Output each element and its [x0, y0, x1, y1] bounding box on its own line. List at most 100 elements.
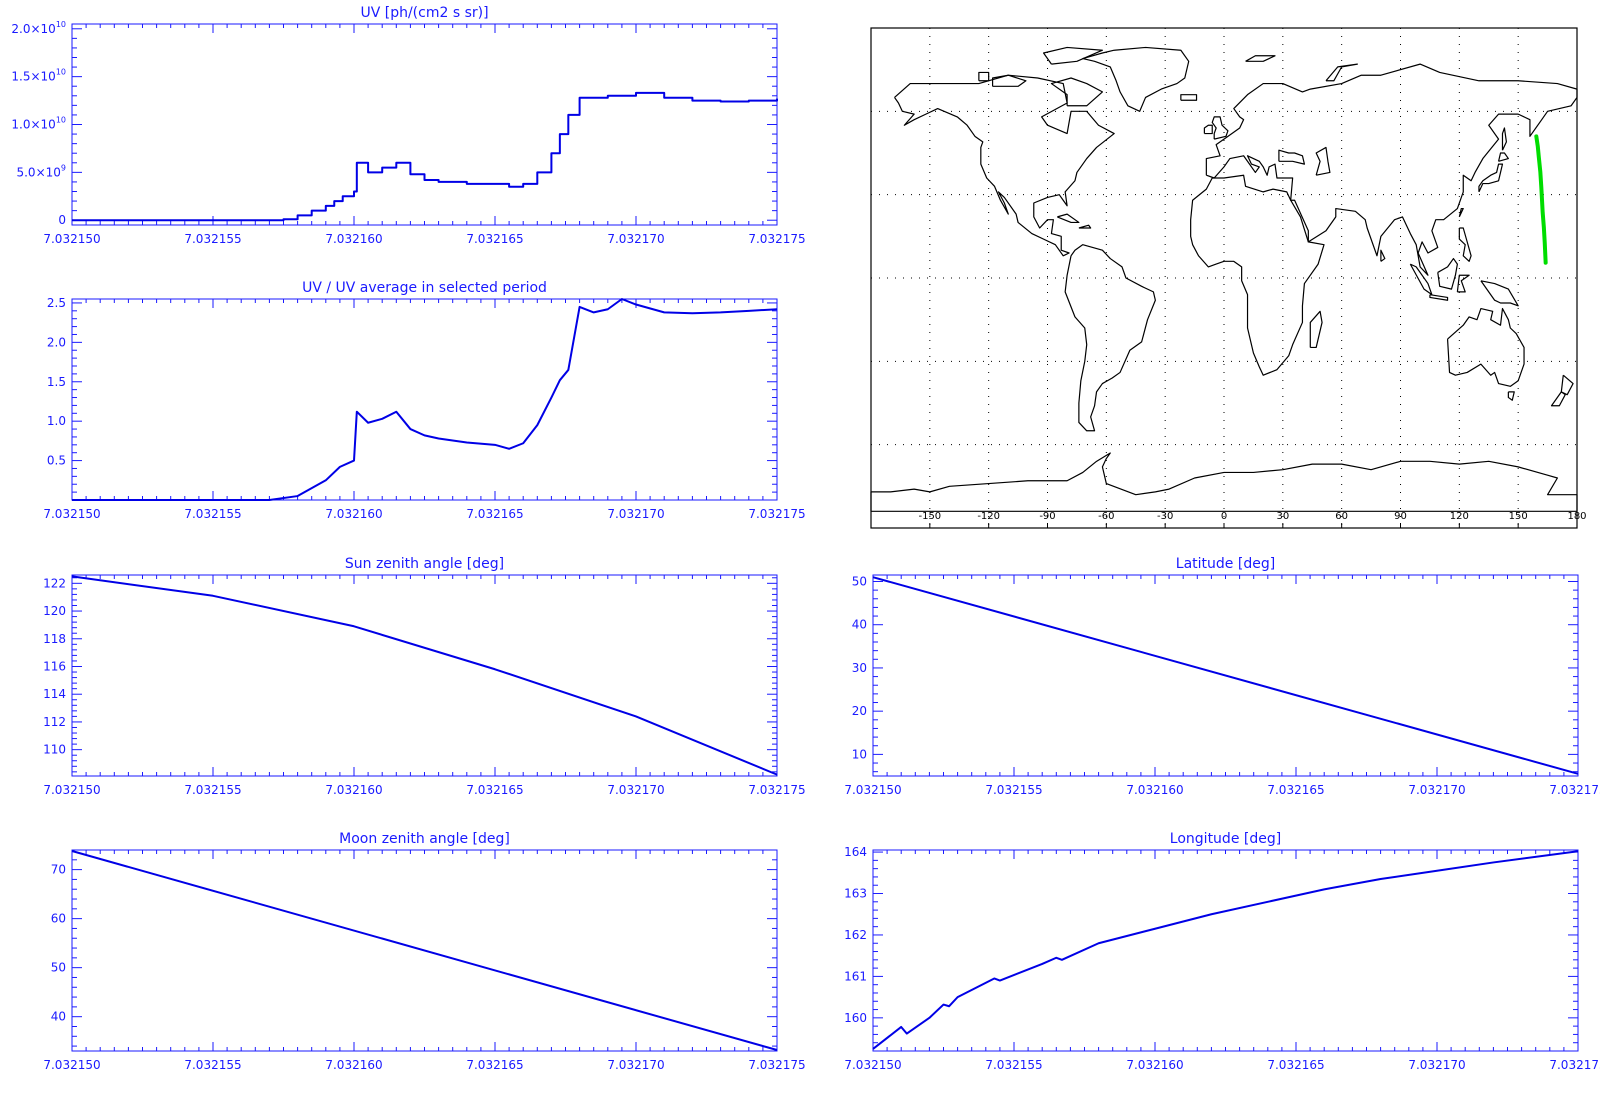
- y-tick-label: 0.5: [47, 454, 66, 468]
- coastline-victoria-island: [991, 74, 1027, 87]
- x-tick-label: 7.032165: [466, 783, 523, 797]
- chart-title: Latitude [deg]: [1176, 556, 1275, 572]
- y-tick-exponent: 10: [56, 20, 66, 29]
- y-tick-label: 70: [51, 863, 66, 877]
- coastline-iceland: [1180, 94, 1198, 101]
- coastline-sumatra: [1409, 263, 1433, 296]
- coastline-antarctica: [870, 452, 1578, 512]
- y-tick-label: 2.0×1010: [11, 20, 66, 36]
- coastline-new-zealand: [1560, 374, 1574, 396]
- x-tick-label: 7.032155: [184, 1058, 241, 1072]
- x-tick-label: 7.032175: [748, 783, 805, 797]
- y-tick-mantissa: 5.0×10: [16, 165, 60, 179]
- coastline-madagascar: [1309, 310, 1323, 349]
- coastline-new-zealand-south: [1550, 391, 1566, 407]
- coastline-eurasia: [1205, 63, 1578, 276]
- coastline-africa: [1190, 174, 1325, 376]
- coastline-greenland: [1082, 46, 1190, 112]
- y-tick-label: 118: [43, 632, 66, 646]
- coastline-hokkaido: [1497, 152, 1509, 162]
- y-tick-label: 164: [844, 845, 867, 859]
- y-tick-label: 1.5×1010: [11, 68, 66, 84]
- x-tick-label: 7.032170: [1408, 1058, 1465, 1072]
- y-tick-label: 0: [58, 213, 66, 227]
- x-tick-label: 7.032170: [1408, 783, 1465, 797]
- coastline-taiwan: [1458, 207, 1464, 218]
- y-tick-label: 122: [43, 576, 66, 590]
- x-tick-label: 7.032150: [43, 1058, 100, 1072]
- x-tick-label: 7.032165: [466, 507, 523, 521]
- y-tick-label: 2.0: [47, 335, 66, 349]
- map-lon-label: 150: [1509, 511, 1528, 522]
- x-tick-label: 7.032160: [325, 232, 382, 246]
- map-lon-label: 30: [1276, 511, 1289, 522]
- x-tick-label: 7.032165: [466, 1058, 523, 1072]
- x-tick-label: 7.032160: [1126, 1058, 1183, 1072]
- coastline-north-america: [894, 74, 1115, 257]
- series-line-uv: [72, 91, 778, 222]
- x-tick-label: 7.032155: [184, 507, 241, 521]
- coastline-caspian: [1315, 146, 1331, 176]
- chart-panel-uv: UV [ph/(cm2 s sr)] 7.032150 7.032155 7.0321…: [11, 5, 805, 246]
- coastline-borneo: [1437, 257, 1458, 290]
- series-line-uvratio: [72, 298, 778, 501]
- coastline-svalbard: [1245, 55, 1276, 62]
- chart-title: Moon zenith angle [deg]: [339, 831, 510, 847]
- y-tick-label: 2.5: [47, 296, 66, 310]
- coastline-banks-island: [978, 71, 990, 82]
- x-tick-label: 7.032160: [325, 507, 382, 521]
- coastline-tasmania: [1507, 391, 1515, 401]
- x-tick-label: 7.032170: [607, 507, 664, 521]
- x-tick-label: 7.032160: [325, 783, 382, 797]
- map-lon-label: -90: [1039, 511, 1055, 522]
- y-tick-mantissa: 0: [58, 213, 66, 227]
- coastline-new-guinea: [1480, 280, 1519, 307]
- map-lon-label: -30: [1157, 511, 1173, 522]
- coastline-ireland: [1203, 124, 1213, 135]
- y-tick-label: 40: [51, 1010, 66, 1024]
- coastline-sri-lanka: [1380, 249, 1386, 262]
- chart-title: Sun zenith angle [deg]: [345, 556, 504, 572]
- map-lon-label: 60: [1335, 511, 1348, 522]
- plot-frame: [872, 849, 1579, 1052]
- x-tick-label: 7.032165: [466, 232, 523, 246]
- y-tick-label: 162: [844, 928, 867, 942]
- y-tick-label: 20: [852, 704, 867, 718]
- x-tick-label: 7.032160: [1126, 783, 1183, 797]
- coastline-philippines: [1458, 227, 1472, 262]
- y-tick-mantissa: 2.0×10: [11, 22, 55, 36]
- y-tick-label: 112: [43, 715, 66, 729]
- chart-panel-lon: Longitude [deg] 7.032150 7.032155 7.032160 7…: [844, 831, 1600, 1072]
- x-tick-label: 7.032155: [184, 232, 241, 246]
- chart-title: UV [ph/(cm2 s sr)]: [360, 5, 488, 21]
- coastline-black-sea: [1278, 149, 1306, 165]
- plot-frame: [71, 574, 778, 777]
- series-line-lat: [872, 576, 1579, 775]
- x-tick-label: 7.032150: [43, 783, 100, 797]
- y-tick-mantissa: 1.5×10: [11, 70, 55, 84]
- y-tick-label: 120: [43, 604, 66, 618]
- x-tick-label: 7.032175: [748, 232, 805, 246]
- y-tick-label: 60: [51, 912, 66, 926]
- x-tick-label: 7.032175: [1549, 1058, 1600, 1072]
- x-tick-label: 7.032165: [1267, 1058, 1324, 1072]
- map-lon-label: 0: [1221, 511, 1227, 522]
- y-tick-label: 161: [844, 969, 867, 983]
- y-tick-label: 116: [43, 659, 66, 673]
- y-tick-label: 160: [844, 1011, 867, 1025]
- x-tick-label: 7.032155: [985, 1058, 1042, 1072]
- coastline-hispaniola: [1078, 224, 1092, 229]
- chart-panel-lat: Latitude [deg] 7.032150 7.032155 7.032160 7.…: [844, 556, 1600, 797]
- chart-title: UV / UV average in selected period: [302, 280, 547, 296]
- map-lon-label: 180: [1567, 511, 1586, 522]
- y-tick-label: 40: [852, 618, 867, 632]
- y-tick-label: 114: [43, 687, 66, 701]
- y-tick-label: 110: [43, 743, 66, 757]
- chart-title: Longitude [deg]: [1170, 831, 1281, 847]
- coastline-sulawesi: [1456, 274, 1470, 293]
- y-tick-label: 10: [852, 747, 867, 761]
- coastline-japan: [1478, 163, 1504, 193]
- chart-panel-mza: Moon zenith angle [deg] 7.032150 7.032155 7…: [43, 831, 805, 1072]
- coastline-south-america: [1064, 244, 1156, 432]
- map-lon-label: -60: [1098, 511, 1114, 522]
